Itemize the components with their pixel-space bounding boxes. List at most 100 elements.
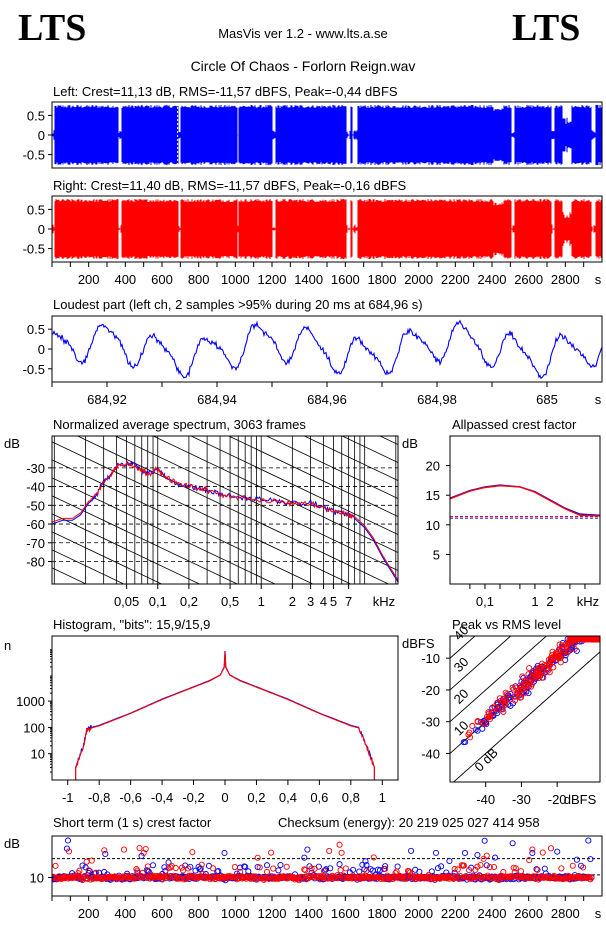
pvr-point-right xyxy=(467,734,474,741)
pvr-point-right xyxy=(469,722,476,730)
shortterm-point-right xyxy=(342,865,349,872)
pvr-point-right xyxy=(498,705,505,712)
shortterm-point-right xyxy=(370,854,377,861)
shortterm-point-left xyxy=(474,851,481,859)
pvr-point-left xyxy=(472,726,479,733)
shortterm-point-right xyxy=(186,872,193,879)
shortterm-point-right xyxy=(192,875,199,882)
shortterm-point-right xyxy=(254,854,261,861)
shortterm-point-right xyxy=(455,875,462,882)
shortterm-point-right xyxy=(526,857,533,864)
shortterm-point-left xyxy=(79,862,86,869)
file-title: Circle Of Chaos - Forlorn Reign.wav xyxy=(190,58,416,74)
histogram-title: Histogram, "bits": 15,9/15,9 xyxy=(53,617,210,632)
shortterm-point-right xyxy=(283,863,290,870)
spectrum-xunit: kHz xyxy=(373,594,395,609)
app-title: MasVis ver 1.2 - www.lts.a.se xyxy=(218,26,388,41)
shortterm-point-left xyxy=(382,863,389,870)
pvr-ytick-label: -40 xyxy=(421,746,440,761)
spectrum-grid xyxy=(2,436,422,762)
waveform-xtick-label: 1800 xyxy=(368,272,397,287)
shortterm-point-left xyxy=(161,864,168,871)
shortterm-point-left xyxy=(483,862,490,869)
pvr-diagonal-label: 0 dB xyxy=(471,745,501,775)
shortterm-point-left xyxy=(162,867,169,874)
waveform-envelope-1 xyxy=(52,198,603,260)
spectrum-ytick-label: -30 xyxy=(26,461,45,476)
shortterm-point-left xyxy=(432,849,439,856)
shortterm-point-right xyxy=(466,867,473,874)
shortterm-point-right xyxy=(486,864,493,871)
shortterm-point-left xyxy=(491,854,499,861)
waveform-title-1: Right: Crest=11,40 dB, RMS=-11,57 dBFS, … xyxy=(53,178,407,193)
shortterm-point-right xyxy=(65,848,73,855)
histogram-xtick-label: -0,8 xyxy=(88,790,110,805)
shortterm-ylabel: dB xyxy=(4,836,20,851)
spectrum-slope-line xyxy=(52,567,87,584)
shortterm-point-left xyxy=(138,852,145,860)
histogram-xtick-label: -1 xyxy=(62,790,74,805)
pvr-point-right xyxy=(534,665,541,672)
pvr-point-right xyxy=(593,636,600,643)
shortterm-point-right xyxy=(363,867,370,874)
waveform-xtick-label: 1000 xyxy=(221,272,250,287)
pvr-point-right xyxy=(466,729,473,736)
shortterm-point-right xyxy=(83,858,90,865)
pvr-point-right xyxy=(509,684,516,691)
pvr-point-right xyxy=(485,710,493,717)
shortterm-frame xyxy=(51,835,603,897)
shortterm-point-right xyxy=(569,862,576,869)
waveform-xtick-label: 1400 xyxy=(294,272,323,287)
shortterm-point-right xyxy=(198,861,205,868)
spectrum-slope-line xyxy=(190,436,398,536)
pvr-point-right xyxy=(519,673,526,680)
shortterm-xtick-label: 800 xyxy=(188,906,210,921)
shortterm-point-right xyxy=(525,874,532,882)
waveform-xtick-label: 1600 xyxy=(331,272,360,287)
pvr-diagonal-label: 30 xyxy=(451,654,472,675)
shortterm-xtick-label: 1800 xyxy=(368,906,397,921)
shortterm-point-left xyxy=(554,848,561,855)
histogram-xtick-label: 0,4 xyxy=(279,790,297,805)
shortterm-point-right xyxy=(337,867,344,874)
pvr-point-right xyxy=(521,683,528,690)
shortterm-point-left xyxy=(197,865,204,872)
shortterm-xtick-label: 400 xyxy=(114,906,136,921)
shortterm-point-right xyxy=(457,875,464,882)
crest-ytick-label: 10 xyxy=(426,518,440,533)
shortterm-point-right xyxy=(136,844,143,852)
shortterm-point-right xyxy=(301,866,308,873)
pvr-ylabel: dBFS xyxy=(402,636,435,651)
pvr-ytick-label: -30 xyxy=(421,715,440,730)
pvr-point-right xyxy=(526,665,533,672)
shortterm-point-right xyxy=(517,868,524,875)
pvr-point-right xyxy=(517,694,524,701)
shortterm-point-right xyxy=(92,869,100,876)
shortterm-title: Short term (1 s) crest factor xyxy=(53,815,212,830)
crest-xtick-label: 2 xyxy=(546,594,553,609)
loudest-frame xyxy=(51,315,603,383)
waveform-xtick-label: 2800 xyxy=(551,272,580,287)
shortterm-point-right xyxy=(134,867,141,874)
histogram-xtick-label: 0,2 xyxy=(247,790,265,805)
spectrum-ytick-label: -70 xyxy=(26,536,45,551)
shortterm-point-left xyxy=(64,837,72,844)
waveform-ytick-label-1: -0.5 xyxy=(23,242,45,257)
spectrum-slope-line xyxy=(152,436,398,554)
spectrum-frame xyxy=(51,435,399,585)
histogram-xtick-label: 1 xyxy=(379,790,386,805)
waveform-envelope-0 xyxy=(52,104,603,166)
pvr-point-right xyxy=(544,661,551,668)
spectrum-slope-line xyxy=(2,562,422,762)
waveform-xtick-label: 400 xyxy=(114,272,136,287)
crest-ylabel: dB xyxy=(402,436,418,451)
shortterm-point-left xyxy=(481,837,488,844)
pvr-point-right xyxy=(547,654,554,661)
shortterm-xtick-label: 2200 xyxy=(441,906,470,921)
shortterm-point-left xyxy=(408,847,415,854)
shortterm-point-left xyxy=(277,861,284,869)
spectrum-slope-line xyxy=(52,513,201,584)
pvr-point-right xyxy=(537,663,544,670)
shortterm-point-left xyxy=(509,840,516,847)
shortterm-point-left xyxy=(529,849,536,857)
